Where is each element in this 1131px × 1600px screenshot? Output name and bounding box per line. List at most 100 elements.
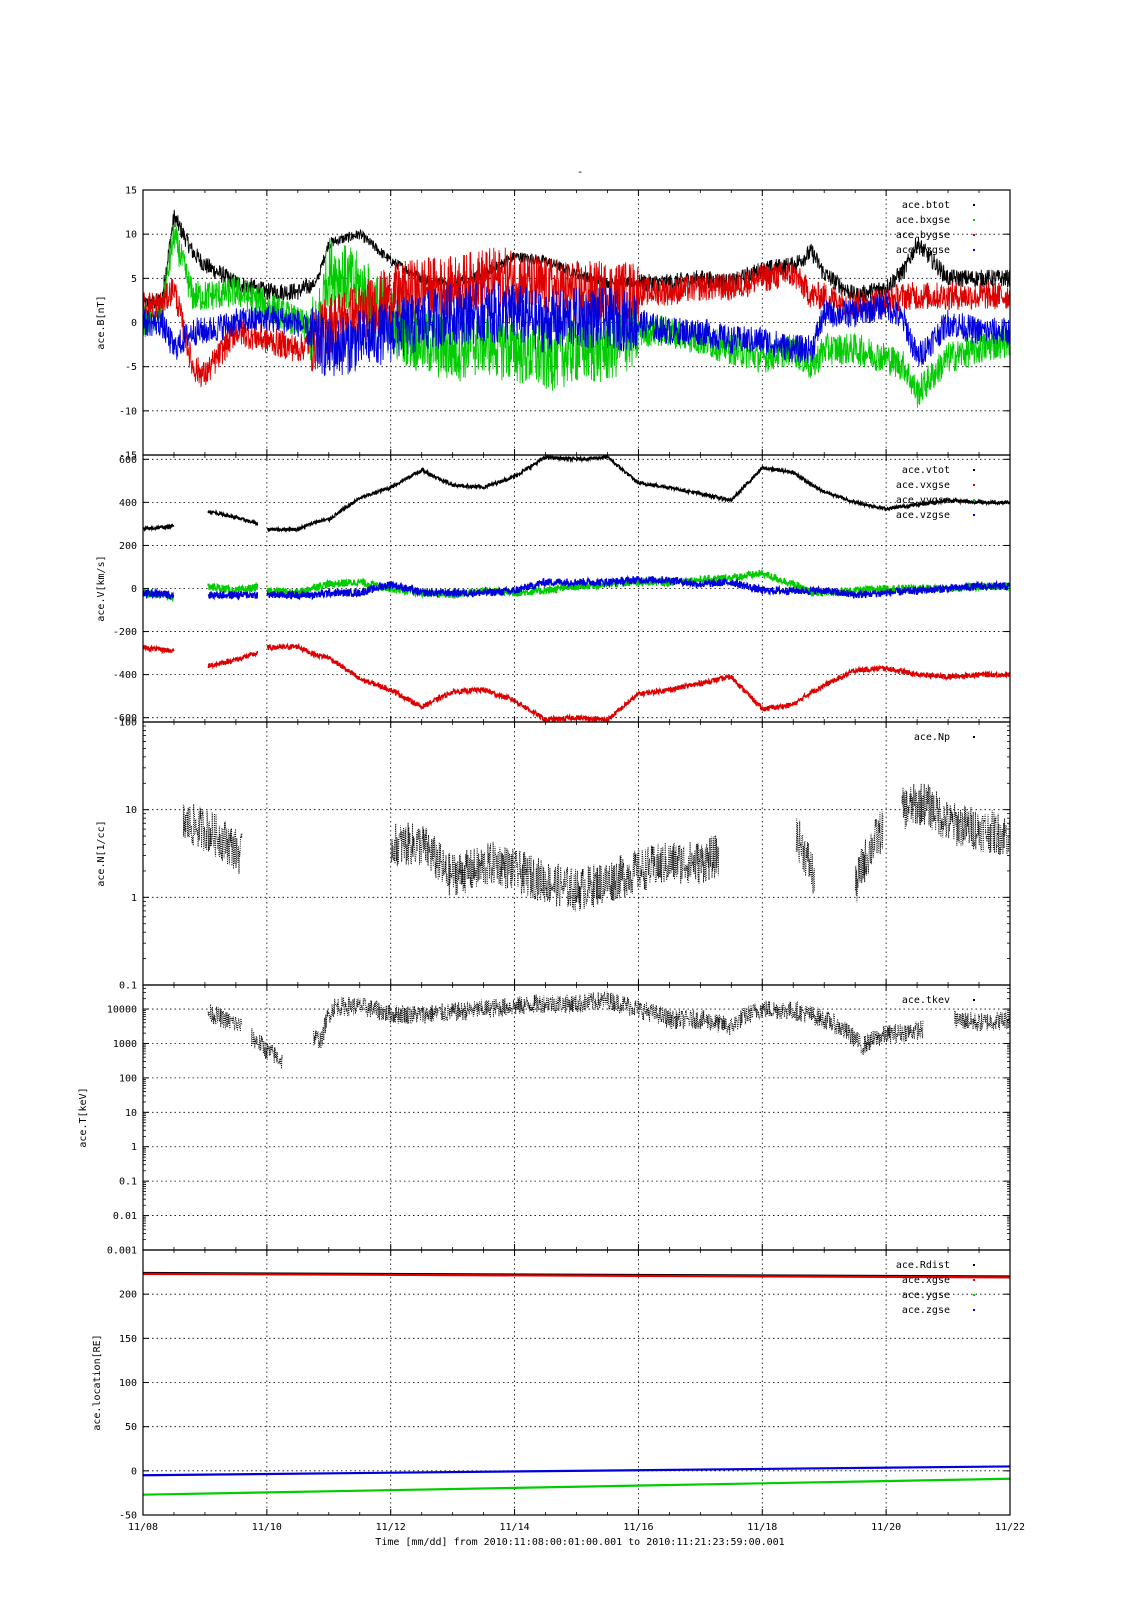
series-line xyxy=(143,224,1010,408)
panel-4: 10000 1000 100 10 1 0.1 0.01 0.001 ace.T[keV] ace… xyxy=(78,984,1011,1257)
y-tick-label: 1 xyxy=(131,893,137,904)
legend-label: ace.Rdist xyxy=(896,1260,950,1271)
y-tick-label: 0.001 xyxy=(107,1246,137,1257)
legend-label: ace.xgse xyxy=(902,1275,950,1286)
y-tick-label: 0 xyxy=(131,584,137,595)
legend-label: ace.bxgse xyxy=(896,215,950,226)
legend-marker xyxy=(973,1309,975,1311)
legend-label: ace.zgse xyxy=(902,1305,950,1316)
x-tick-labels: 11/08 11/10 11/12 11/14 11/16 11/18 11/20 11/22 xyxy=(128,1522,1025,1533)
y-axis-label: ace.location[RE] xyxy=(92,1334,103,1430)
legend-marker xyxy=(973,484,975,486)
legend-label: ace.bygse xyxy=(896,230,950,241)
y-tick-label: -400 xyxy=(113,670,137,681)
plot-area xyxy=(207,991,1010,1069)
y-tick-label: 400 xyxy=(119,498,137,509)
plot-area xyxy=(143,455,1010,722)
legend: ace.tkev xyxy=(902,995,975,1006)
legend: ace.Np xyxy=(914,732,975,743)
series-line xyxy=(143,1477,1010,1496)
y-tick-label: 10 xyxy=(125,1108,137,1119)
legend-marker xyxy=(973,219,975,221)
legend-label: ace.vxgse xyxy=(896,480,950,491)
x-tick-label: 11/10 xyxy=(252,1522,282,1533)
y-tick-label: -10 xyxy=(119,406,137,417)
series-line xyxy=(143,642,1010,722)
legend: ace.btot ace.bxgse ace.bygse ace.bzgse xyxy=(896,200,975,256)
legend-label: ace.bzgse xyxy=(896,245,950,256)
series-ace-bxgse xyxy=(143,224,1010,408)
series-ace-bzgse xyxy=(143,282,1010,377)
plot-area xyxy=(182,783,1010,912)
plot-area xyxy=(143,1271,1010,1496)
legend-marker xyxy=(973,204,975,206)
y-tick-label: 50 xyxy=(125,1422,137,1433)
y-tick-label: -50 xyxy=(119,1511,137,1522)
y-tick-label: 150 xyxy=(119,1334,137,1345)
y-tick-label: 0 xyxy=(131,318,137,329)
y-tick-label: 100 xyxy=(119,1378,137,1389)
legend-marker xyxy=(973,1279,975,1281)
y-tick-label: 100 xyxy=(119,1073,137,1084)
y-tick-label: -600 xyxy=(113,713,137,724)
x-tick-label: 11/14 xyxy=(500,1522,530,1533)
y-axis-label: ace.N[1/cc] xyxy=(96,820,107,886)
legend-label: ace.tkev xyxy=(902,995,950,1006)
x-tick-label: 11/16 xyxy=(623,1522,653,1533)
legend-marker xyxy=(973,736,975,738)
panels-group: 151050-5-10-15ace.B[nT]ace.btotace.bxgse… xyxy=(78,186,1025,1534)
y-tick-label: 0 xyxy=(131,1466,137,1477)
x-tick-label: 11/20 xyxy=(871,1522,901,1533)
x-axis-label: Time [mm/dd] from 2010:11:08:00:01:00.00… xyxy=(375,1537,784,1548)
x-tick-label: 11/12 xyxy=(376,1522,406,1533)
panel-frame xyxy=(142,984,1011,1251)
legend-marker xyxy=(973,514,975,516)
y-tick-label: -5 xyxy=(125,362,137,373)
legend-marker xyxy=(973,249,975,251)
series-ace-vzgse xyxy=(143,574,1010,601)
y-tick-label: 0.1 xyxy=(119,981,137,992)
y-tick-label: 15 xyxy=(125,186,137,197)
y-tick-label: 5 xyxy=(131,274,137,285)
panel-frame xyxy=(142,1249,1011,1516)
series-ace-xgse xyxy=(143,1272,1010,1279)
y-axis-label: ace.V[km/s] xyxy=(96,555,107,621)
series-ace-vtot xyxy=(143,455,1010,534)
y-tick-label: 200 xyxy=(119,541,137,552)
figure-title: - xyxy=(577,165,584,178)
series-ace-tkev xyxy=(207,991,1010,1069)
legend: ace.vtot ace.vxgse ace.vygse ace.vzgse xyxy=(896,465,975,521)
legend-label: ace.vygse xyxy=(896,495,950,506)
y-tick-label: -200 xyxy=(113,627,137,638)
y-tick-label: 0.1 xyxy=(119,1177,137,1188)
x-tick-label: 11/08 xyxy=(128,1522,158,1533)
y-tick-label: 10 xyxy=(125,805,137,816)
y-tick-label: 0.01 xyxy=(113,1211,137,1222)
panel-2: 600 400 200 0 -200 -400 -600 ace.V[km/s] ace.vto… xyxy=(96,454,1011,724)
series-ace-zgse xyxy=(143,1465,1010,1477)
legend-marker xyxy=(973,1264,975,1266)
series-points xyxy=(182,783,1010,912)
legend-label: ace.vtot xyxy=(902,465,950,476)
series-line xyxy=(143,1465,1010,1477)
series-ace-ygse xyxy=(143,1477,1010,1496)
plot-area xyxy=(143,209,1010,408)
series-line xyxy=(143,282,1010,377)
legend-label: ace.ygse xyxy=(902,1290,950,1301)
legend-marker xyxy=(973,1294,975,1296)
panel-3: 100 10 1 0.1 ace.N[1/cc] ace.Np xyxy=(96,718,1011,992)
panel-5: 200 150 100 50 0 -50 ace.location[RE] ace.Rdist… xyxy=(92,1249,1011,1522)
series-line xyxy=(143,1272,1010,1279)
legend-marker xyxy=(973,469,975,471)
legend-label: ace.Np xyxy=(914,732,950,743)
y-tick-label: 100 xyxy=(119,718,137,729)
panel-1: 15 10 5 0 -5 -10 -15 ace.B[nT] ace.btot ace.bxgse… xyxy=(96,186,1011,462)
y-tick-label: 1000 xyxy=(113,1039,137,1050)
series-ace-Np xyxy=(182,783,1010,912)
x-tick-label: 11/18 xyxy=(747,1522,777,1533)
y-axis-label: ace.T[keV] xyxy=(78,1087,89,1147)
series-line xyxy=(143,455,1010,534)
y-tick-label: 200 xyxy=(119,1290,137,1301)
legend-label: ace.vzgse xyxy=(896,510,950,521)
series-points xyxy=(207,991,1010,1069)
